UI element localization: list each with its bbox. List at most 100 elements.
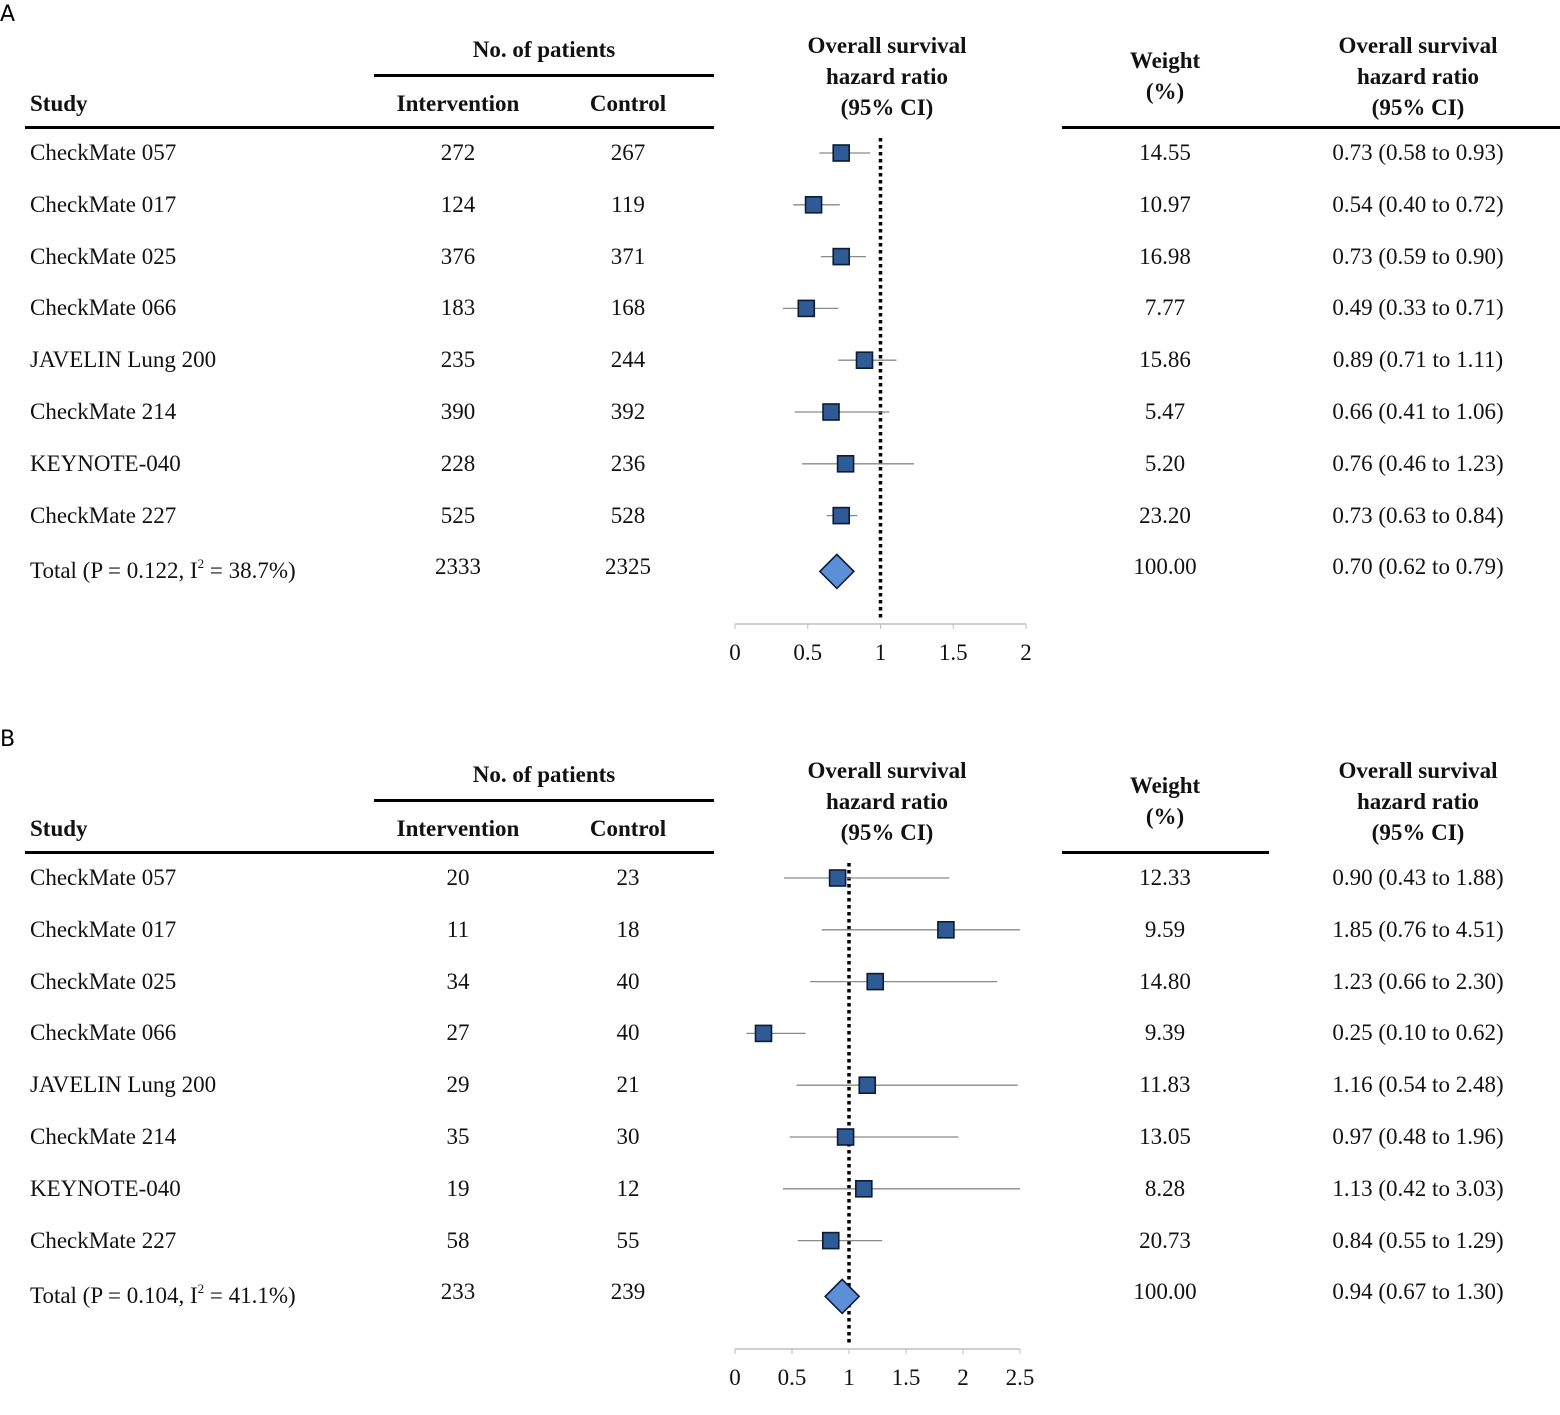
study-name: CheckMate 025 xyxy=(30,968,177,994)
control-count: 40 xyxy=(616,1020,640,1046)
weight-value: 15.86 xyxy=(1139,347,1191,373)
x-tick-label: 2 xyxy=(957,1365,969,1390)
intervention-count: 228 xyxy=(440,450,476,476)
intervention-count: 376 xyxy=(440,243,476,269)
study-name: CheckMate 066 xyxy=(30,1020,177,1046)
x-tick-label: 0.5 xyxy=(793,640,822,665)
total-label-sup: 2 xyxy=(197,556,205,572)
control-count: 392 xyxy=(610,399,646,424)
ci-header-line1: Overall survival xyxy=(1338,33,1498,58)
total-label: Total (P = 0.122, I2 = 38.7%) xyxy=(30,556,296,584)
intervention-count: 20 xyxy=(446,865,470,890)
hr-point xyxy=(832,506,851,525)
x-tick-label: 2.5 xyxy=(1006,1365,1035,1390)
hazard-ratio-ci: 0.73 (0.63 to 0.84) xyxy=(1332,502,1504,528)
hr-point xyxy=(828,869,847,887)
weight-value: 20.73 xyxy=(1139,1227,1191,1253)
total-label-label-suffix: = 41.1%) xyxy=(204,1283,296,1309)
total-label-label-prefix: Total (P = 0.104, I xyxy=(30,1283,198,1309)
study-name: CheckMate 057 xyxy=(30,140,177,165)
x-tick-label: 0.5 xyxy=(778,1365,807,1390)
study-name: CheckMate 227 xyxy=(30,502,177,528)
total-label-label-prefix: Total (P = 0.122, I xyxy=(30,558,198,584)
ci-header-line3: (95% CI) xyxy=(1371,820,1465,845)
hr-header-line2: hazard ratio xyxy=(825,64,948,89)
weight-header-line2: (%) xyxy=(1145,804,1185,829)
study-header: Study xyxy=(30,91,88,116)
intervention-count: 525 xyxy=(440,502,476,528)
hr-point xyxy=(832,247,851,266)
weight-value: 12.33 xyxy=(1139,865,1191,890)
hazard-ratio-ci: 0.73 (0.59 to 0.90) xyxy=(1332,243,1504,269)
control-count: 12 xyxy=(616,1175,640,1201)
hr-point xyxy=(754,1024,773,1043)
total-label: Total (P = 0.104, I2 = 41.1%) xyxy=(30,1281,296,1309)
study-name: CheckMate 017 xyxy=(30,916,177,942)
table-rule-left xyxy=(25,851,714,854)
no-of-patients-header: No. of patients xyxy=(472,762,616,787)
hazard-ratio-ci: 0.76 (0.46 to 1.23) xyxy=(1332,450,1504,476)
study-name: CheckMate 214 xyxy=(30,1124,177,1149)
hazard-ratio-ci: 0.97 (0.48 to 1.96) xyxy=(1332,1124,1504,1149)
total-hazard-ratio-ci: 0.94 (0.67 to 1.30) xyxy=(1332,1279,1504,1305)
table-rule-right xyxy=(1062,126,1560,129)
weight-value: 7.77 xyxy=(1144,295,1186,321)
control-count: 168 xyxy=(610,295,646,321)
weight-header-line1: Weight xyxy=(1129,48,1201,73)
total-intervention: 233 xyxy=(440,1279,476,1305)
hazard-ratio-ci: 0.49 (0.33 to 0.71) xyxy=(1332,295,1504,321)
control-header: Control xyxy=(589,91,667,116)
hazard-ratio-ci: 0.25 (0.10 to 0.62) xyxy=(1332,1020,1504,1046)
study-name: CheckMate 227 xyxy=(30,1227,177,1253)
x-tick-label: 2 xyxy=(1020,640,1032,665)
intervention-count: 183 xyxy=(440,295,476,321)
study-name: CheckMate 057 xyxy=(30,865,177,890)
total-intervention: 2333 xyxy=(435,554,481,580)
hr-header-line3: (95% CI) xyxy=(840,95,934,120)
weight-value: 9.59 xyxy=(1144,916,1186,942)
x-tick-label: 1 xyxy=(875,640,887,665)
weight-value: 8.28 xyxy=(1144,1175,1186,1201)
intervention-count: 34 xyxy=(446,968,470,994)
control-count: 18 xyxy=(616,916,640,942)
study-header: Study xyxy=(30,816,88,841)
forest-plot: 0 0.5 1 1.5 2 2.5 xyxy=(729,863,1035,1390)
panel-label: A xyxy=(0,2,16,27)
hazard-ratio-ci: 0.89 (0.71 to 1.11) xyxy=(1332,347,1504,373)
total-weight: 100.00 xyxy=(1133,1279,1197,1305)
hr-point xyxy=(821,1231,840,1250)
header-rule xyxy=(374,74,714,77)
intervention-count: 35 xyxy=(446,1124,470,1149)
control-count: 55 xyxy=(616,1227,640,1253)
hazard-ratio-ci: 1.16 (0.54 to 2.48) xyxy=(1332,1072,1504,1098)
weight-value: 23.20 xyxy=(1139,502,1191,528)
weight-value: 5.20 xyxy=(1144,450,1186,476)
hazard-ratio-ci: 0.73 (0.58 to 0.93) xyxy=(1332,140,1504,165)
control-count: 23 xyxy=(616,865,640,890)
intervention-count: 29 xyxy=(446,1072,470,1098)
x-tick-label: 1 xyxy=(843,1365,855,1390)
control-count: 119 xyxy=(611,191,645,217)
hazard-ratio-ci: 0.84 (0.55 to 1.29) xyxy=(1332,1227,1504,1253)
hr-point xyxy=(804,196,823,214)
ci-header-line1: Overall survival xyxy=(1338,758,1498,783)
total-weight: 100.00 xyxy=(1133,554,1197,580)
weight-value: 9.39 xyxy=(1144,1020,1186,1046)
total-control: 2325 xyxy=(605,554,651,580)
intervention-count: 19 xyxy=(446,1175,470,1201)
hazard-ratio-ci: 1.23 (0.66 to 2.30) xyxy=(1332,968,1504,994)
total-label-sup: 2 xyxy=(197,1281,205,1297)
forest-panel-a: A No. of patients Study Intervention Con… xyxy=(0,0,1560,690)
panel-label: B xyxy=(0,727,16,752)
weight-value: 14.55 xyxy=(1139,140,1191,165)
weight-header-line1: Weight xyxy=(1129,773,1201,798)
hazard-ratio-ci: 0.90 (0.43 to 1.88) xyxy=(1332,865,1504,890)
study-name: CheckMate 025 xyxy=(30,243,177,269)
hr-point xyxy=(832,144,851,162)
total-hazard-ratio-ci: 0.70 (0.62 to 0.79) xyxy=(1332,554,1504,580)
hazard-ratio-ci: 1.13 (0.42 to 3.03) xyxy=(1332,1175,1504,1201)
hr-header-line1: Overall survival xyxy=(807,33,967,58)
x-tick-label: 0 xyxy=(729,640,741,665)
hr-point xyxy=(822,403,840,421)
table-rule-right xyxy=(1062,851,1269,854)
